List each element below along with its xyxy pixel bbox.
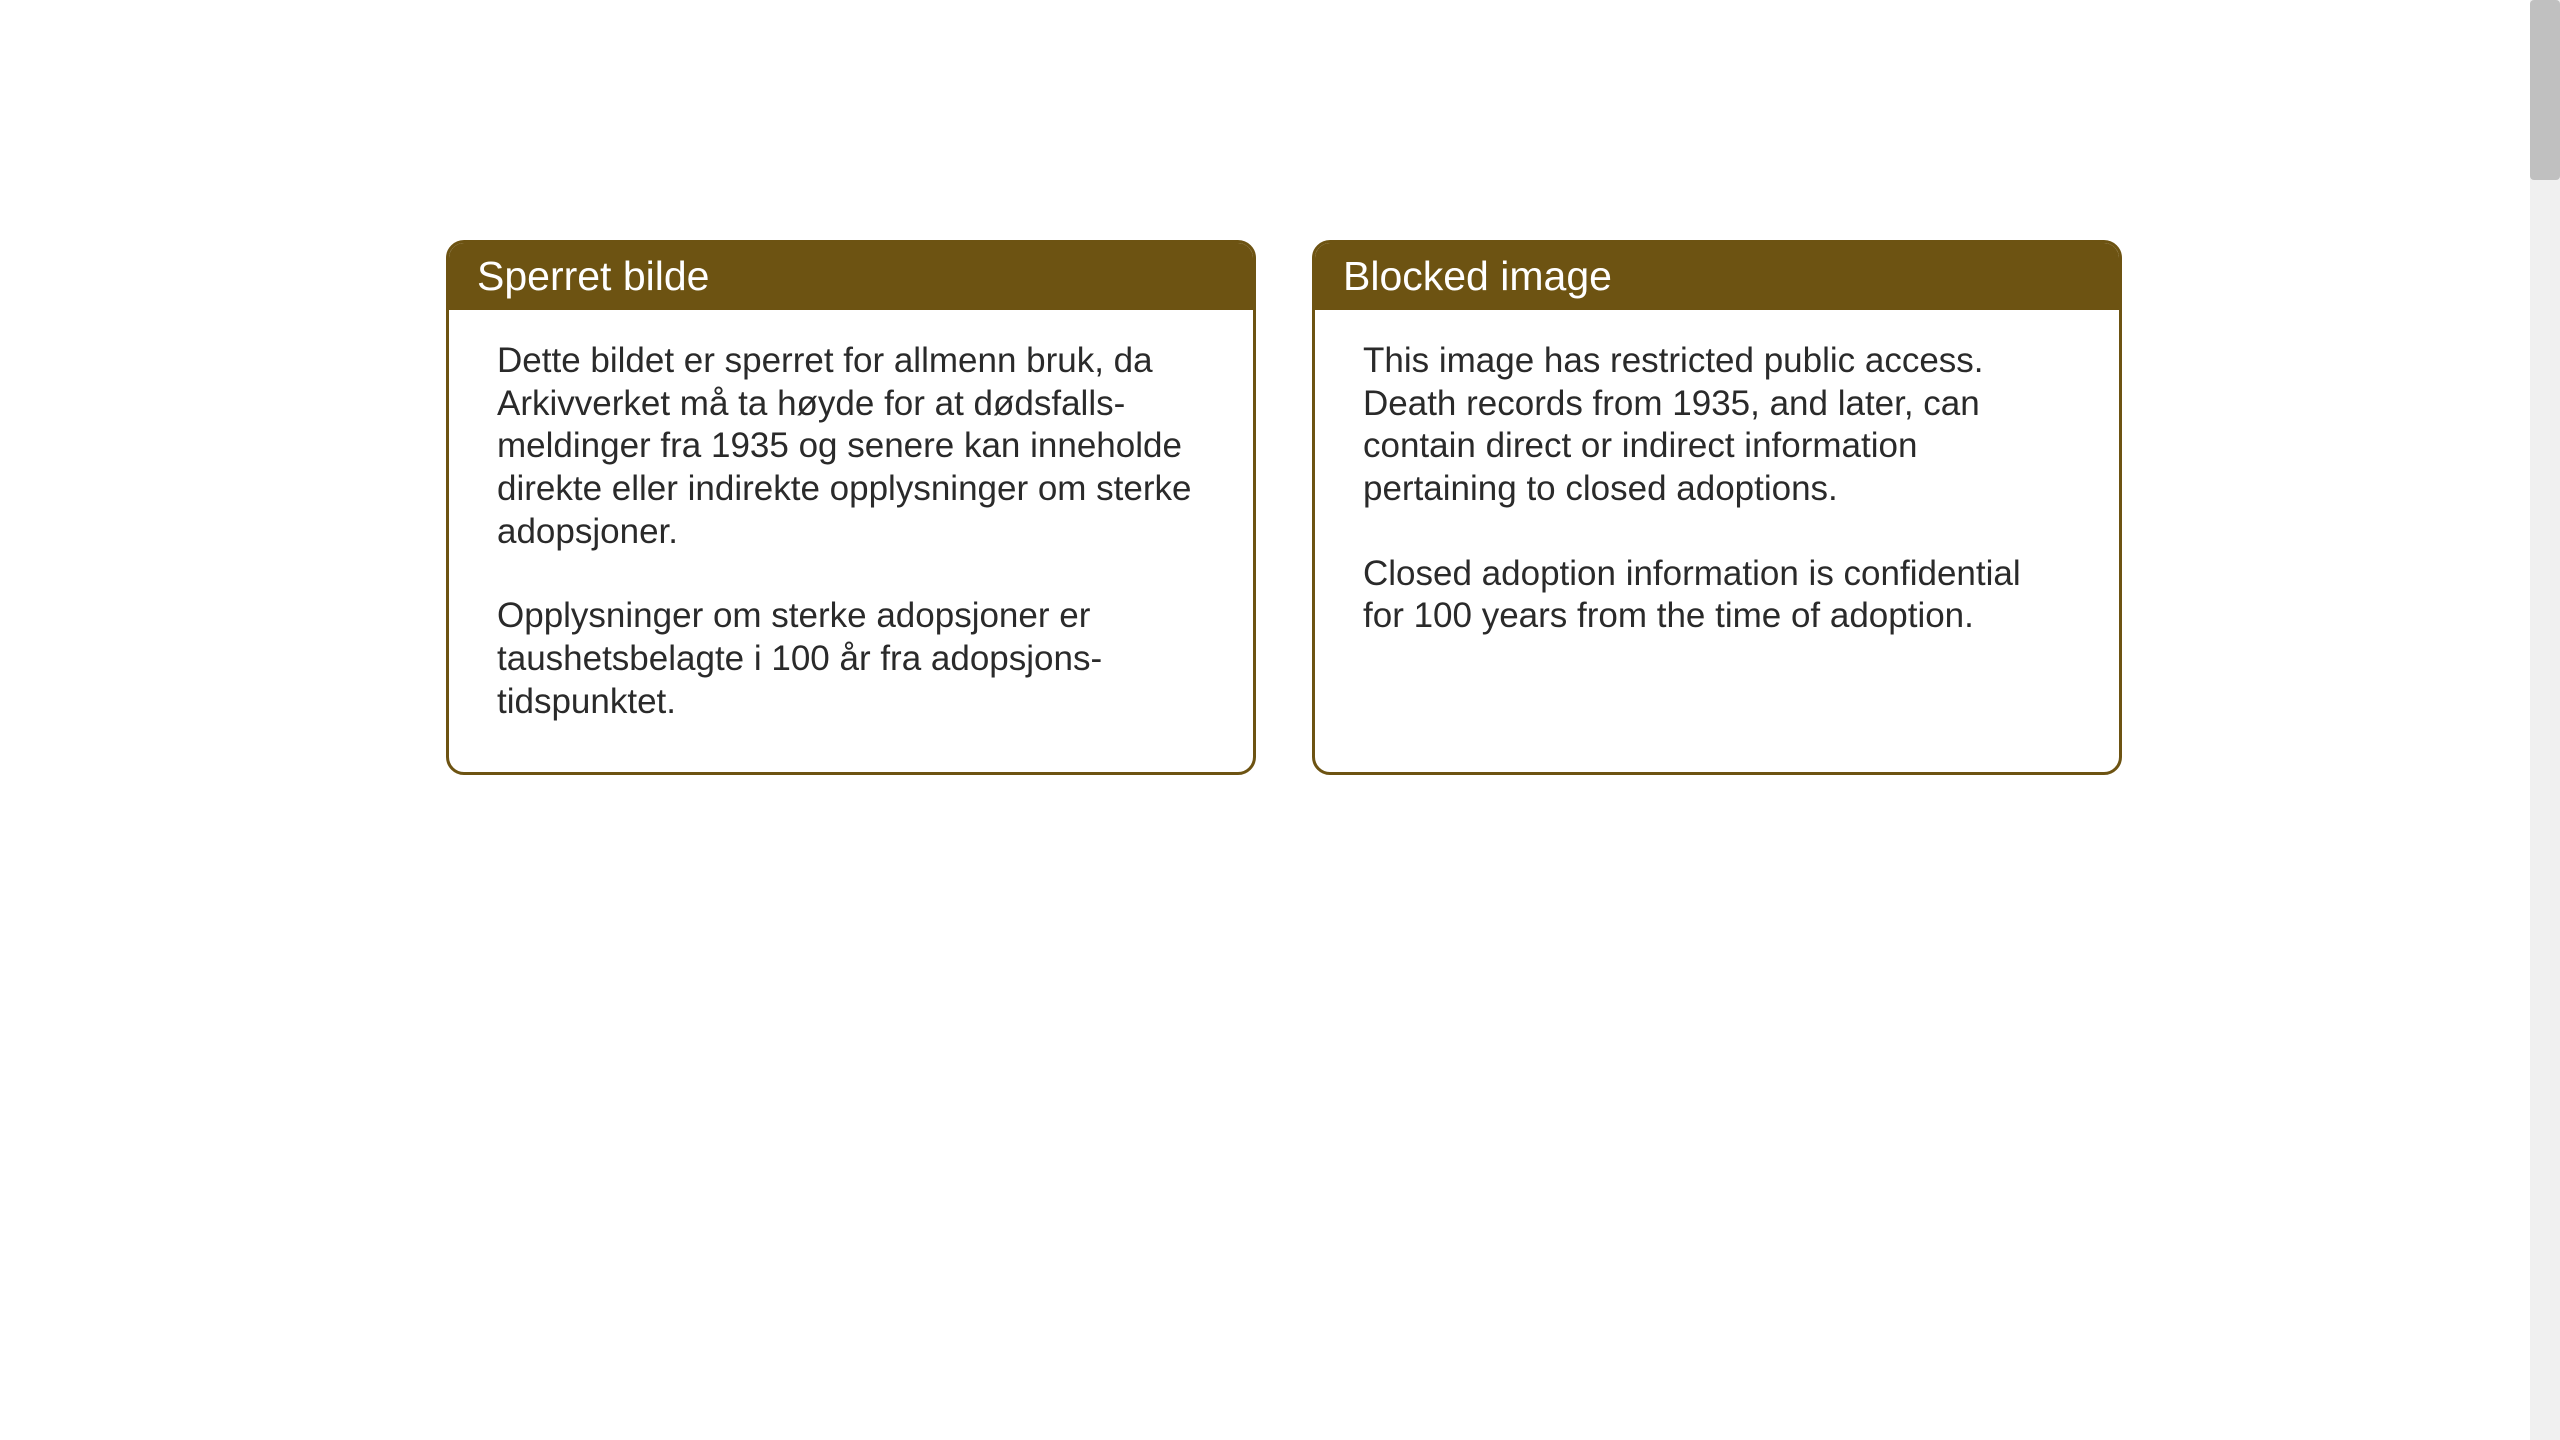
english-notice-title: Blocked image xyxy=(1315,243,2119,310)
norwegian-paragraph-1: Dette bildet er sperret for allmenn bruk… xyxy=(497,340,1205,553)
notice-container: Sperret bilde Dette bildet er sperret fo… xyxy=(446,240,2122,775)
english-paragraph-2: Closed adoption information is confident… xyxy=(1363,553,2071,638)
norwegian-notice-card: Sperret bilde Dette bildet er sperret fo… xyxy=(446,240,1256,775)
english-notice-card: Blocked image This image has restricted … xyxy=(1312,240,2122,775)
vertical-scrollbar-track[interactable] xyxy=(2530,0,2560,1440)
english-notice-body: This image has restricted public access.… xyxy=(1315,310,2119,686)
norwegian-notice-body: Dette bildet er sperret for allmenn bruk… xyxy=(449,310,1253,772)
vertical-scrollbar-thumb[interactable] xyxy=(2530,0,2560,180)
norwegian-notice-title: Sperret bilde xyxy=(449,243,1253,310)
english-paragraph-1: This image has restricted public access.… xyxy=(1363,340,2071,511)
norwegian-paragraph-2: Opplysninger om sterke adopsjoner er tau… xyxy=(497,595,1205,723)
